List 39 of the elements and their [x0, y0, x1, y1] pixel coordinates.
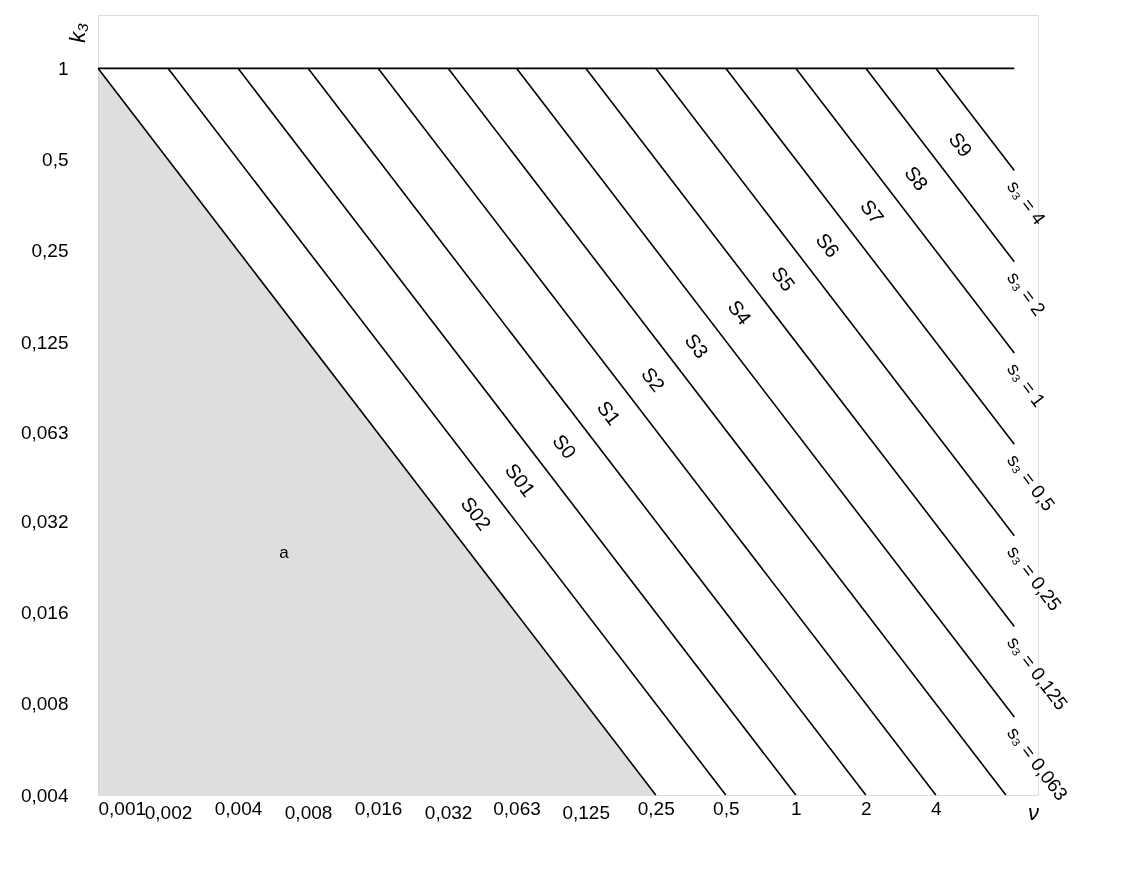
- y-axis-title: k₃: [65, 22, 90, 43]
- x-axis-title: ν: [1028, 800, 1039, 825]
- annotation: S4: [723, 295, 756, 329]
- annotation: S0: [548, 430, 581, 463]
- annotation: S01: [500, 459, 540, 501]
- text: s₃ = 4: [1003, 176, 1050, 229]
- annotation: S3: [680, 329, 713, 363]
- annotation: S1: [592, 396, 625, 430]
- text: s₃ = 1: [1003, 358, 1050, 411]
- y-tick-label: 1: [57, 57, 69, 79]
- annotation: S7: [855, 195, 889, 229]
- x-tick-label: 0,25: [637, 797, 675, 819]
- x-tick-label: 0,5: [713, 797, 740, 819]
- annotation: S8: [900, 161, 933, 195]
- x-tick-label: 0,002: [144, 801, 193, 823]
- x-tick-label: 0,032: [424, 801, 473, 823]
- y-tick-label: 0,25: [31, 240, 69, 262]
- x-tick-label: 2: [861, 797, 872, 819]
- y-tick-label: 0,008: [20, 693, 69, 715]
- y-tick-label: 0,016: [20, 602, 69, 624]
- text: s₃ = 2: [1003, 267, 1050, 320]
- x-tick-label: 1: [790, 797, 802, 819]
- y-tick-label: 0,5: [42, 149, 69, 171]
- x-tick-label: 4: [931, 797, 943, 819]
- x-tick-label: 0,004: [214, 797, 263, 819]
- annotation: S2: [636, 363, 670, 396]
- y-tick-label: 0,125: [20, 331, 69, 353]
- annotation: S9: [944, 128, 977, 162]
- y-tick-label: 0,032: [20, 510, 69, 532]
- x-tick-label: 0,016: [354, 797, 403, 819]
- x-tick-label: 0,063: [493, 797, 541, 819]
- text: s₃ = 0,5: [1003, 450, 1060, 515]
- annotation: S5: [767, 262, 800, 296]
- series-label: a: [279, 542, 290, 562]
- annotation: S6: [811, 228, 844, 262]
- y-tick-label: 0,063: [20, 421, 69, 443]
- x-tick-label: 0,125: [562, 801, 610, 823]
- x-tick-label: 0,008: [284, 801, 333, 823]
- annotation: S02: [456, 492, 496, 535]
